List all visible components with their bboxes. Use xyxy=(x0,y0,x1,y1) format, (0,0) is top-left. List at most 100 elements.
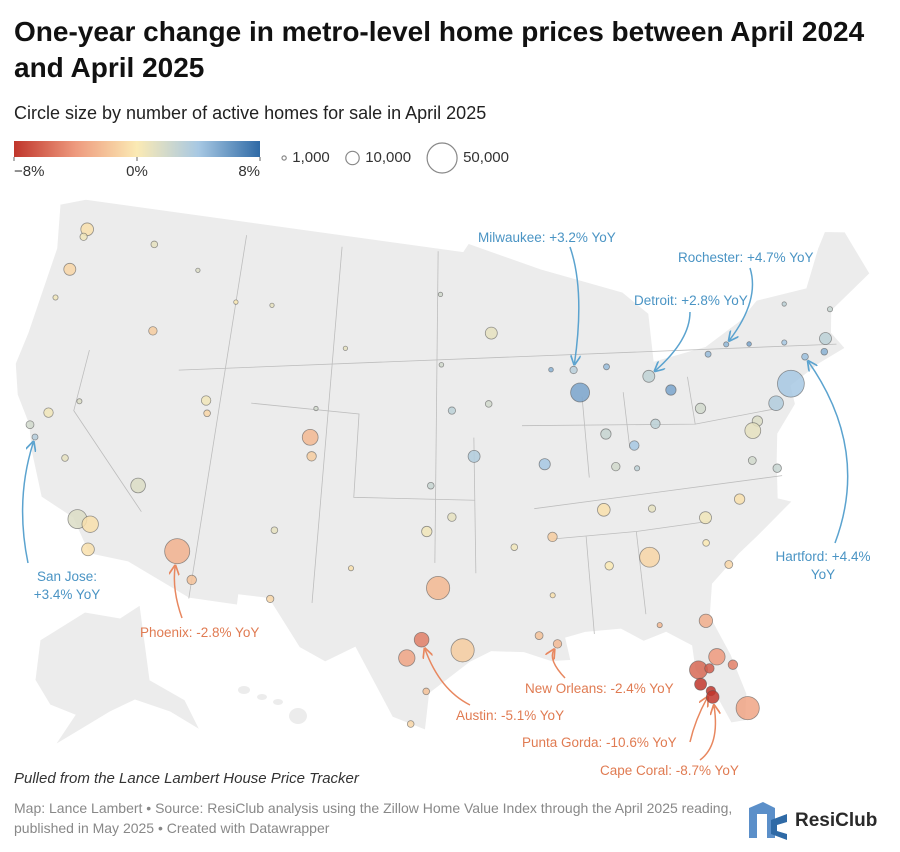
metro-circle xyxy=(547,531,558,543)
metro-circle xyxy=(81,515,99,533)
annotation-label: Cape Coral: -8.7% YoY xyxy=(600,763,739,778)
metro-circle xyxy=(694,677,707,691)
annotation-arrow xyxy=(656,311,691,370)
color-legend-bar xyxy=(14,141,260,157)
metro-circle xyxy=(484,326,498,340)
metro-circle xyxy=(570,382,590,403)
metro-circle xyxy=(534,631,544,640)
metro-circle xyxy=(665,384,677,396)
metro-circle xyxy=(656,622,663,629)
annotation-label: Phoenix: -2.8% YoY xyxy=(140,625,260,640)
metro-circle xyxy=(820,347,829,356)
metro-circle xyxy=(699,511,712,525)
metro-circle xyxy=(702,539,710,547)
metro-circle xyxy=(552,639,563,649)
metro-circle xyxy=(406,720,415,728)
state-border xyxy=(311,246,343,603)
metro-circle xyxy=(777,369,805,398)
metro-circle xyxy=(186,574,197,586)
metro-circle xyxy=(724,560,734,569)
hawaii xyxy=(238,686,250,694)
us-outline xyxy=(14,198,872,732)
metro-circle xyxy=(704,663,715,674)
metro-circle xyxy=(266,594,275,603)
state-border xyxy=(73,349,142,512)
metro-circle xyxy=(781,339,788,346)
metro-circle xyxy=(437,291,444,297)
annotation-label: Rochester: +4.7% YoY xyxy=(678,250,814,265)
metro-circle xyxy=(634,465,641,472)
annotation-arrow xyxy=(689,698,707,743)
metro-circle xyxy=(510,543,519,551)
metro-circle xyxy=(413,631,430,648)
metro-circle xyxy=(200,395,212,406)
annotation-arrow xyxy=(21,443,34,564)
size-legend-label: 10,000 xyxy=(365,149,411,166)
size-legend-circle xyxy=(426,142,458,174)
metro-circle xyxy=(421,525,433,538)
state-border xyxy=(522,408,773,427)
metro-circle xyxy=(597,503,611,517)
state-border xyxy=(635,531,647,615)
metro-circle xyxy=(164,538,191,565)
metro-circle xyxy=(398,649,416,667)
metro-circle xyxy=(744,422,762,439)
metro-circle xyxy=(447,512,457,522)
metro-circle xyxy=(827,306,833,313)
alaska xyxy=(34,604,202,746)
metro-circle xyxy=(203,409,211,418)
metro-circle xyxy=(484,400,493,408)
size-legend-circle xyxy=(281,155,287,161)
metro-circle xyxy=(708,648,726,666)
metro-circle xyxy=(426,575,451,601)
metro-circle xyxy=(43,407,54,418)
annotation-arrow xyxy=(569,246,579,363)
metro-circle xyxy=(52,294,59,301)
metro-circle xyxy=(342,345,348,351)
metro-circle xyxy=(747,456,757,465)
metro-circle xyxy=(467,449,481,463)
metro-circle xyxy=(647,504,657,513)
metro-circle xyxy=(639,546,660,568)
metro-circle xyxy=(600,428,612,440)
metro-circle xyxy=(727,659,739,670)
metro-circle xyxy=(819,332,832,345)
metro-circle xyxy=(422,687,430,696)
state-border xyxy=(581,396,590,478)
metro-circle xyxy=(150,240,159,249)
metro-circle xyxy=(348,565,354,572)
color-tick-label: 8% xyxy=(238,163,260,180)
metro-circle xyxy=(569,365,578,375)
metro-circle xyxy=(25,420,35,430)
metro-circle xyxy=(306,451,317,462)
metro-circle xyxy=(781,301,787,307)
annotation-arrow xyxy=(730,267,754,340)
metro-circle xyxy=(79,232,88,241)
annotation-label: Milwaukee: +3.2% YoY xyxy=(478,230,616,245)
metro-circle xyxy=(313,405,319,412)
state-border xyxy=(687,376,696,425)
state-border xyxy=(534,475,783,510)
note: Pulled from the Lance Lambert House Pric… xyxy=(14,770,359,787)
metro-circle xyxy=(81,542,95,557)
metro-circle xyxy=(548,366,554,373)
title: One-year change in metro-level home pric… xyxy=(14,16,865,83)
metro-circle xyxy=(650,418,661,429)
annotation-arrow xyxy=(174,567,183,619)
metro-circle xyxy=(746,341,752,347)
metro-circle xyxy=(269,302,275,308)
metro-circle xyxy=(698,613,714,628)
state-border xyxy=(251,402,475,501)
metro-circle xyxy=(723,341,730,348)
annotation-arrow xyxy=(552,650,566,679)
state-border xyxy=(188,235,247,599)
metro-circle xyxy=(301,428,319,446)
metro-circle xyxy=(604,561,614,571)
annotation-label: Austin: -5.1% YoY xyxy=(456,708,565,723)
metro-circle xyxy=(734,493,746,505)
metro-circle xyxy=(694,402,707,414)
metro-circle xyxy=(233,299,239,305)
hawaii xyxy=(289,708,307,724)
size-legend-circle xyxy=(345,150,360,166)
annotation-label: Hartford: +4.4% YoY xyxy=(775,549,871,582)
